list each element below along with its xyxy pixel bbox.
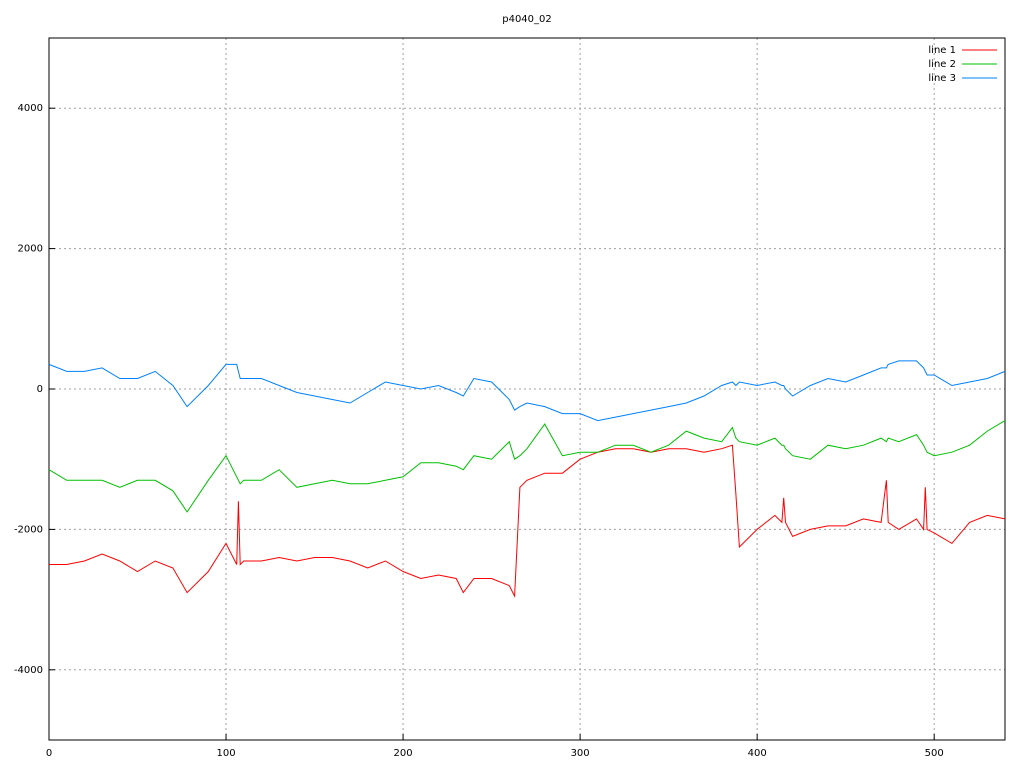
x-tick-label: 0 (46, 748, 52, 759)
y-tick-label: -2000 (14, 524, 43, 535)
legend-label: line 1 (928, 45, 956, 56)
y-tick-label: -4000 (14, 665, 43, 676)
x-tick-label: 200 (394, 748, 413, 759)
y-tick-label: 2000 (18, 244, 43, 255)
x-tick-label: 500 (925, 748, 944, 759)
series-line (48, 420, 1006, 513)
y-tick-label: 0 (37, 384, 43, 395)
legend-label: line 3 (928, 73, 956, 84)
series-line (49, 444, 1006, 599)
series-line (48, 360, 1006, 422)
plot-frame (48, 37, 1006, 741)
x-tick-label: 100 (216, 748, 235, 759)
y-tick-label: 4000 (18, 103, 43, 114)
chart-title: p4040_02 (502, 14, 552, 25)
x-tick-label: 400 (748, 748, 767, 759)
legend-label: line 2 (928, 59, 956, 70)
x-tick-label: 300 (571, 748, 590, 759)
